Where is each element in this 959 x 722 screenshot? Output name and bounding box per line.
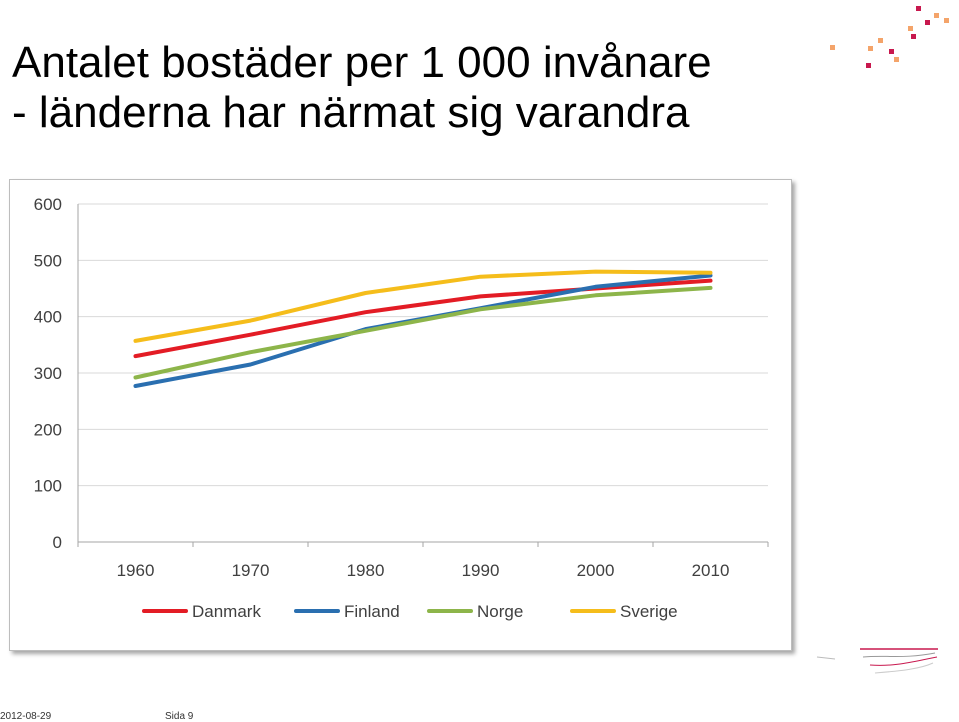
x-tick-label: 2010 xyxy=(692,561,730,580)
decor-dot xyxy=(866,63,871,68)
footer-date: 2012-08-29 xyxy=(0,711,52,722)
series-line-sverige xyxy=(133,269,713,343)
chart-frame: 0 100 200 300 400 500 600 1960 1970 1980 1990 2000… xyxy=(9,179,792,651)
legend-label-sverige: Sverige xyxy=(620,602,678,621)
y-tick-label: 400 xyxy=(34,308,62,327)
y-tick-label: 0 xyxy=(53,533,62,552)
y-tick-label: 100 xyxy=(34,477,62,496)
series-line-norge xyxy=(133,285,713,380)
slide-title-line-1: Antalet bostäder per 1 000 invånare xyxy=(12,38,712,87)
x-axis-ticks: 1960 1970 1980 1990 2000 2010 xyxy=(117,561,730,580)
decor-dot xyxy=(916,6,921,11)
decor-dot xyxy=(925,20,930,25)
logo-mark xyxy=(816,648,938,674)
decor-dot xyxy=(878,38,883,43)
series-line-danmark xyxy=(133,278,713,359)
x-tick-label: 1990 xyxy=(462,561,500,580)
slide-title: Antalet bostäder per 1 000 invånare - lä… xyxy=(12,38,712,138)
legend-label-norge: Norge xyxy=(477,602,523,621)
footer-page-number: Sida 9 xyxy=(165,711,194,722)
decor-dot xyxy=(908,26,913,31)
legend: Danmark Finland Norge Sverige xyxy=(142,602,678,621)
y-tick-label: 500 xyxy=(34,251,62,270)
decor-dot xyxy=(868,46,873,51)
x-tick-label: 1960 xyxy=(117,561,155,580)
y-tick-label: 600 xyxy=(34,195,62,214)
legend-label-danmark: Danmark xyxy=(192,602,261,621)
x-tick-label: 1980 xyxy=(347,561,385,580)
decor-dot xyxy=(894,57,899,62)
y-axis-ticks: 0 100 200 300 400 500 600 xyxy=(34,195,62,552)
x-tick-label: 1970 xyxy=(232,561,270,580)
series-lines xyxy=(133,269,713,388)
decor-dot xyxy=(944,18,949,23)
line-chart: 0 100 200 300 400 500 600 1960 1970 1980 1990 2000… xyxy=(34,195,769,621)
y-tick-label: 200 xyxy=(34,420,62,439)
decor-dot xyxy=(830,45,835,50)
legend-label-finland: Finland xyxy=(344,602,400,621)
slide-title-line-2: - länderna har närmat sig varandra xyxy=(12,88,690,137)
decor-dot xyxy=(934,13,939,18)
x-tick-label: 2000 xyxy=(577,561,615,580)
decor-dot xyxy=(911,34,916,39)
decor-dot xyxy=(889,49,894,54)
y-tick-label: 300 xyxy=(34,364,62,383)
decorative-dots xyxy=(830,6,949,68)
